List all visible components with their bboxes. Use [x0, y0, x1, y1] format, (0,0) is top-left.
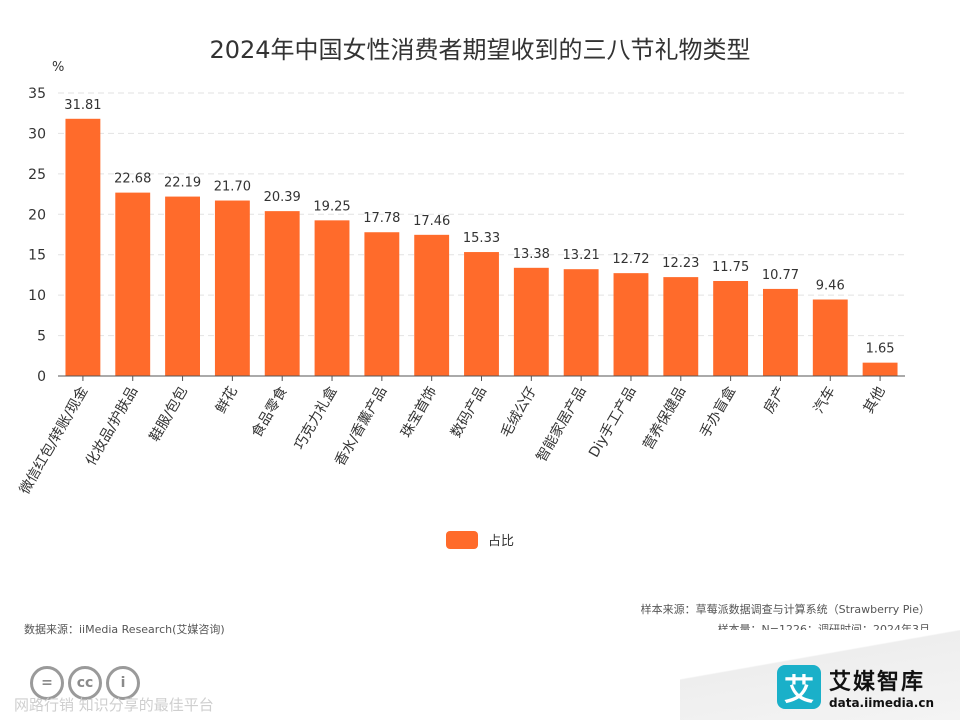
y-tick-label: 30: [28, 126, 46, 142]
sample-source: 样本来源：草莓派数据调查与计算系统（Strawberry Pie）: [640, 603, 930, 616]
y-tick-label: 20: [28, 207, 46, 223]
bar-value-label: 22.68: [114, 172, 151, 187]
bar: [314, 220, 350, 376]
bar-value-label: 9.46: [816, 279, 845, 294]
bar: [464, 252, 499, 376]
bar: [713, 280, 749, 376]
bar-value-label: 21.70: [214, 180, 251, 195]
y-tick-label: 10: [28, 288, 46, 304]
brand-logo: 艾: [777, 665, 822, 709]
bar: [65, 118, 101, 376]
y-tick-label: 15: [28, 248, 46, 264]
bar-value-label: 20.39: [264, 190, 301, 205]
creative-commons-icon: cc: [68, 666, 102, 700]
bar: [763, 288, 798, 376]
bar: [563, 269, 599, 376]
x-category-label: 香水/香薰产品: [332, 384, 390, 469]
y-tick-label: 25: [28, 167, 46, 183]
x-category-label: 其他: [861, 384, 889, 416]
y-tick-label: 35: [28, 86, 46, 102]
bar: [264, 211, 300, 376]
legend-label: 占比: [488, 534, 515, 549]
bar: [165, 196, 200, 376]
bar-value-label: 12.23: [662, 256, 699, 271]
x-category-label: 鲜花: [213, 384, 241, 416]
brand-url: data.iimedia.cn: [829, 696, 934, 710]
y-axis-label: %: [52, 60, 64, 75]
legend: 占比: [446, 530, 514, 549]
bar-value-label: 1.65: [866, 342, 895, 357]
x-category-label: 手办盲盒: [696, 384, 739, 441]
bar: [513, 267, 549, 376]
x-category-label: 汽车: [810, 384, 839, 417]
x-category-label: 巧克力礼盒: [291, 384, 341, 453]
bar-value-label: 15.33: [463, 231, 500, 246]
bar: [663, 277, 699, 376]
bar: [613, 273, 649, 376]
bar-value-label: 10.77: [762, 268, 799, 283]
x-category-label: 数码产品: [448, 384, 490, 440]
bar: [414, 234, 450, 376]
x-category-label: 房产: [761, 384, 789, 416]
brand-name: 艾媒智库: [829, 670, 926, 695]
watermark-text: 网路行销 知识分享的最佳平台: [14, 696, 214, 714]
no-derivatives-icon: =: [30, 666, 64, 700]
bar-value-label: 11.75: [712, 260, 749, 275]
bar-value-label: 31.81: [64, 98, 101, 113]
bar: [812, 299, 848, 376]
bar-value-label: 12.72: [612, 252, 649, 267]
bar-value-label: 22.19: [164, 176, 201, 191]
bar-value-label: 17.46: [413, 214, 450, 229]
bar-value-label: 17.78: [363, 211, 400, 226]
license-icons: = cc i: [30, 666, 140, 700]
x-category-label: 化妆品/护肤品: [83, 384, 141, 469]
x-category-label: 智能家居产品: [533, 384, 590, 465]
x-category-label: 营养保健品: [640, 384, 689, 453]
y-tick-label: 0: [37, 369, 46, 385]
y-tick-label: 5: [37, 329, 46, 345]
bar: [214, 200, 250, 376]
x-category-label: 微信红包/转账/现金: [17, 384, 92, 497]
bar-value-label: 19.25: [313, 199, 350, 214]
bar-value-label: 13.21: [563, 248, 600, 263]
bar: [115, 192, 151, 376]
data-source: 数据来源：iiMedia Research(艾媒咨询): [24, 623, 225, 636]
x-category-label: 食品零食: [248, 384, 291, 441]
attribution-icon: i: [106, 666, 140, 700]
bar-value-label: 13.38: [513, 247, 550, 262]
x-category-label: 珠宝首饰: [398, 384, 440, 440]
x-category-label: Diy手工产品: [586, 384, 639, 460]
bar-chart: 0 5 10 15 20 25 30 35 31.81 22.68 22.19 21.70 20.39…: [17, 60, 905, 497]
x-category-label: 毛绒公仔: [498, 384, 540, 440]
bar: [364, 232, 400, 376]
bar: [862, 362, 898, 376]
x-category-label: 鞋服/包包: [147, 384, 191, 445]
chart-title: 2024年中国女性消费者期望收到的三八节礼物类型: [209, 36, 751, 64]
legend-swatch: [446, 530, 478, 549]
brand: 艾 艾媒智库 data.iimedia.cn: [777, 664, 934, 710]
